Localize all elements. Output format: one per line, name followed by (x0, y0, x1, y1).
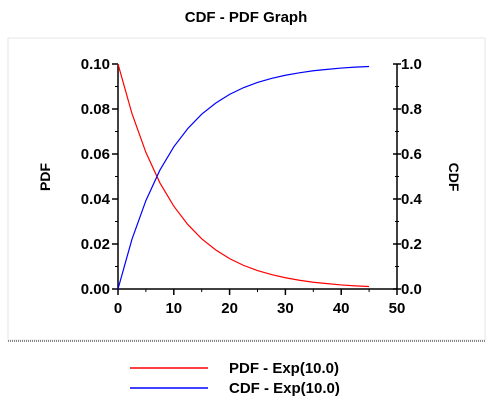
x-tick-label: 30 (277, 300, 294, 317)
x-tick-label: 50 (389, 300, 406, 317)
legend-label-pdf: PDF - Exp(10.0) (229, 360, 339, 377)
y-right-tick-label: 0.8 (401, 101, 422, 118)
y-left-tick-label: 0.00 (81, 281, 110, 298)
ticks-layer: 0 10 20 30 40 50 0.00 0.02 0.04 0.06 0.08 0.10 0.0 0.… (81, 56, 423, 317)
y-right-tick-label: 1.0 (401, 56, 422, 73)
chart-title: CDF - PDF Graph (185, 9, 308, 26)
y-right-tick-label: 0.2 (401, 236, 422, 253)
y-left-tick-label: 0.10 (81, 56, 110, 73)
x-tick-label: 0 (114, 300, 122, 317)
y-left-tick-label: 0.06 (81, 146, 110, 163)
y-right-tick-label: 0.4 (401, 191, 423, 208)
y-right-tick-label: 0.6 (401, 146, 422, 163)
x-tick-label: 40 (333, 300, 350, 317)
series-line-pdf (117, 63, 370, 288)
x-tick-label: 10 (165, 300, 182, 317)
y-left-tick-label: 0.08 (81, 101, 110, 118)
x-tick-label: 20 (221, 300, 238, 317)
y-left-tick-label: 0.02 (81, 236, 110, 253)
legend-label-cdf: CDF - Exp(10.0) (229, 380, 340, 397)
y-right-tick-label: 0.0 (401, 281, 422, 298)
series-line-cdf (117, 65, 370, 290)
series-layer (117, 63, 370, 290)
y-axis-right-label: CDF (446, 163, 462, 192)
legend: PDF - Exp(10.0) CDF - Exp(10.0) (130, 360, 340, 397)
y-left-tick-label: 0.04 (81, 191, 111, 208)
y-axis-left-label: PDF (37, 163, 53, 191)
